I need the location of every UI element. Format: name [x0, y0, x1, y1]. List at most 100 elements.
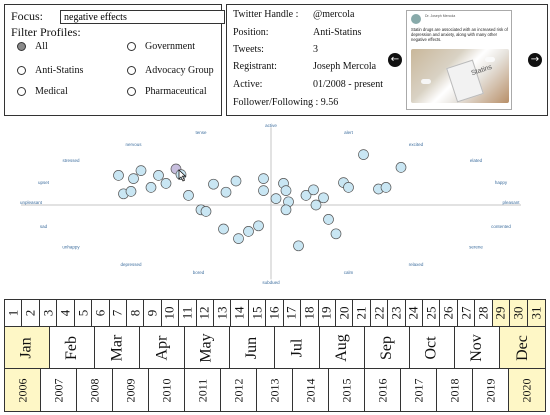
timeline-day-2[interactable]: 2: [22, 300, 40, 326]
timeline-year-2013[interactable]: 2013: [257, 369, 293, 411]
timeline-year-2015[interactable]: 2015: [329, 369, 365, 411]
timeline-year-2017[interactable]: 2017: [401, 369, 437, 411]
radio-icon[interactable]: [17, 42, 26, 51]
tweet-card[interactable]: Dr. Joseph Mercola Statin drugs are asso…: [406, 10, 512, 110]
tweet-point[interactable]: [145, 182, 157, 193]
timeline-day-21[interactable]: 21: [353, 300, 371, 326]
timeline-year-2018[interactable]: 2018: [437, 369, 473, 411]
timeline-month-jun[interactable]: Jun: [230, 327, 275, 368]
prev-tweet-button[interactable]: ←: [388, 53, 402, 67]
tweet-point[interactable]: [153, 170, 164, 181]
timeline-month-oct[interactable]: Oct: [410, 327, 455, 368]
tweet-point[interactable]: [253, 220, 264, 232]
timeline-year-2010[interactable]: 2010: [149, 369, 185, 411]
timeline-month-apr[interactable]: Apr: [140, 327, 185, 368]
timeline-day-25[interactable]: 25: [423, 300, 441, 326]
timeline-month-feb[interactable]: Feb: [50, 327, 95, 368]
timeline-day-30[interactable]: 30: [510, 300, 528, 326]
timeline-day-8[interactable]: 8: [127, 300, 145, 326]
timeline-day-26[interactable]: 26: [440, 300, 458, 326]
next-tweet-button[interactable]: →: [528, 53, 542, 67]
tweet-point[interactable]: [330, 228, 342, 240]
timeline-month-sep[interactable]: Sep: [365, 327, 410, 368]
radio-icon[interactable]: [17, 87, 26, 96]
filter-option-advocacy-group[interactable]: Advocacy Group: [127, 65, 214, 76]
radio-icon[interactable]: [127, 66, 136, 75]
tweet-point[interactable]: [293, 240, 304, 252]
timeline-day-14[interactable]: 14: [231, 300, 249, 326]
timeline-day-22[interactable]: 22: [371, 300, 389, 326]
tweet-point[interactable]: [380, 182, 392, 193]
timeline-month-jan[interactable]: Jan: [5, 327, 50, 368]
tweet-point[interactable]: [208, 178, 219, 190]
tweet-point[interactable]: [310, 199, 322, 211]
timeline-day-10[interactable]: 10: [162, 300, 180, 326]
timeline-day-9[interactable]: 9: [144, 300, 162, 326]
radio-icon[interactable]: [127, 87, 136, 96]
radio-icon[interactable]: [17, 66, 26, 75]
timeline-year-2007[interactable]: 2007: [41, 369, 77, 411]
timeline-year-2011[interactable]: 2011: [185, 369, 221, 411]
timeline-day-5[interactable]: 5: [75, 300, 93, 326]
timeline-day-3[interactable]: 3: [40, 300, 58, 326]
timeline-year-2020[interactable]: 2020: [509, 369, 545, 411]
tweet-point[interactable]: [200, 206, 212, 217]
timeline-day-13[interactable]: 13: [214, 300, 232, 326]
timeline-month-may[interactable]: May: [185, 327, 230, 368]
tweet-point[interactable]: [308, 184, 319, 196]
timeline-year-2008[interactable]: 2008: [77, 369, 113, 411]
filter-option-all[interactable]: All: [17, 41, 48, 52]
timeline-year-2019[interactable]: 2019: [473, 369, 509, 411]
timeline-month-nov[interactable]: Nov: [455, 327, 500, 368]
timeline-day-4[interactable]: 4: [57, 300, 75, 326]
timeline-day-29[interactable]: 29: [492, 300, 511, 326]
timeline-day-20[interactable]: 20: [336, 300, 354, 326]
tweet-point[interactable]: [183, 190, 194, 201]
filter-option-pharmaceutical[interactable]: Pharmaceutical: [127, 86, 207, 97]
tweet-point[interactable]: [270, 193, 282, 204]
timeline-day-1[interactable]: 1: [5, 300, 23, 326]
timeline-year-2006[interactable]: 2006: [5, 369, 41, 411]
tweet-point[interactable]: [280, 204, 292, 216]
timeline-month-jul[interactable]: Jul: [275, 327, 320, 368]
tweet-point[interactable]: [135, 165, 147, 176]
timeline-day-24[interactable]: 24: [406, 300, 424, 326]
tweet-point[interactable]: [280, 185, 292, 196]
tweet-point[interactable]: [233, 233, 244, 244]
radio-icon[interactable]: [127, 42, 136, 51]
tweet-point[interactable]: [218, 223, 229, 235]
focus-input[interactable]: [60, 10, 225, 24]
timeline-year-2016[interactable]: 2016: [365, 369, 401, 411]
tweet-point[interactable]: [323, 214, 334, 225]
tweet-point[interactable]: [300, 190, 312, 201]
timeline-year-2012[interactable]: 2012: [221, 369, 257, 411]
tweet-point[interactable]: [243, 226, 254, 237]
tweet-point[interactable]: [318, 192, 329, 204]
filter-option-government[interactable]: Government: [127, 41, 195, 52]
tweet-point[interactable]: [343, 182, 354, 193]
tweet-point[interactable]: [160, 178, 172, 189]
timeline-day-31[interactable]: 31: [527, 300, 545, 326]
tweet-point[interactable]: [258, 173, 269, 184]
timeline-year-2009[interactable]: 2009: [113, 369, 149, 411]
timeline-month-mar[interactable]: Mar: [95, 327, 140, 368]
tweet-point[interactable]: [220, 186, 232, 198]
tweet-point[interactable]: [395, 162, 407, 173]
timeline-day-23[interactable]: 23: [388, 300, 406, 326]
timeline-day-18[interactable]: 18: [301, 300, 319, 326]
timeline-day-28[interactable]: 28: [475, 300, 493, 326]
timeline-day-15[interactable]: 15: [249, 300, 267, 326]
timeline-day-19[interactable]: 19: [319, 300, 336, 326]
timeline-year-2014[interactable]: 2014: [293, 369, 329, 411]
tweet-point[interactable]: [125, 186, 137, 197]
timeline-day-16[interactable]: 16: [266, 300, 284, 326]
tweet-point[interactable]: [128, 173, 139, 184]
filter-option-medical[interactable]: Medical: [17, 86, 68, 97]
timeline-day-17[interactable]: 17: [284, 300, 302, 326]
timeline-day-11[interactable]: 11: [179, 300, 197, 326]
timeline-month-dec[interactable]: Dec: [500, 327, 545, 368]
timeline-month-aug[interactable]: Aug: [320, 327, 365, 368]
tweet-point[interactable]: [358, 149, 369, 160]
tweet-point[interactable]: [230, 175, 242, 187]
timeline-day-7[interactable]: 7: [110, 300, 127, 326]
